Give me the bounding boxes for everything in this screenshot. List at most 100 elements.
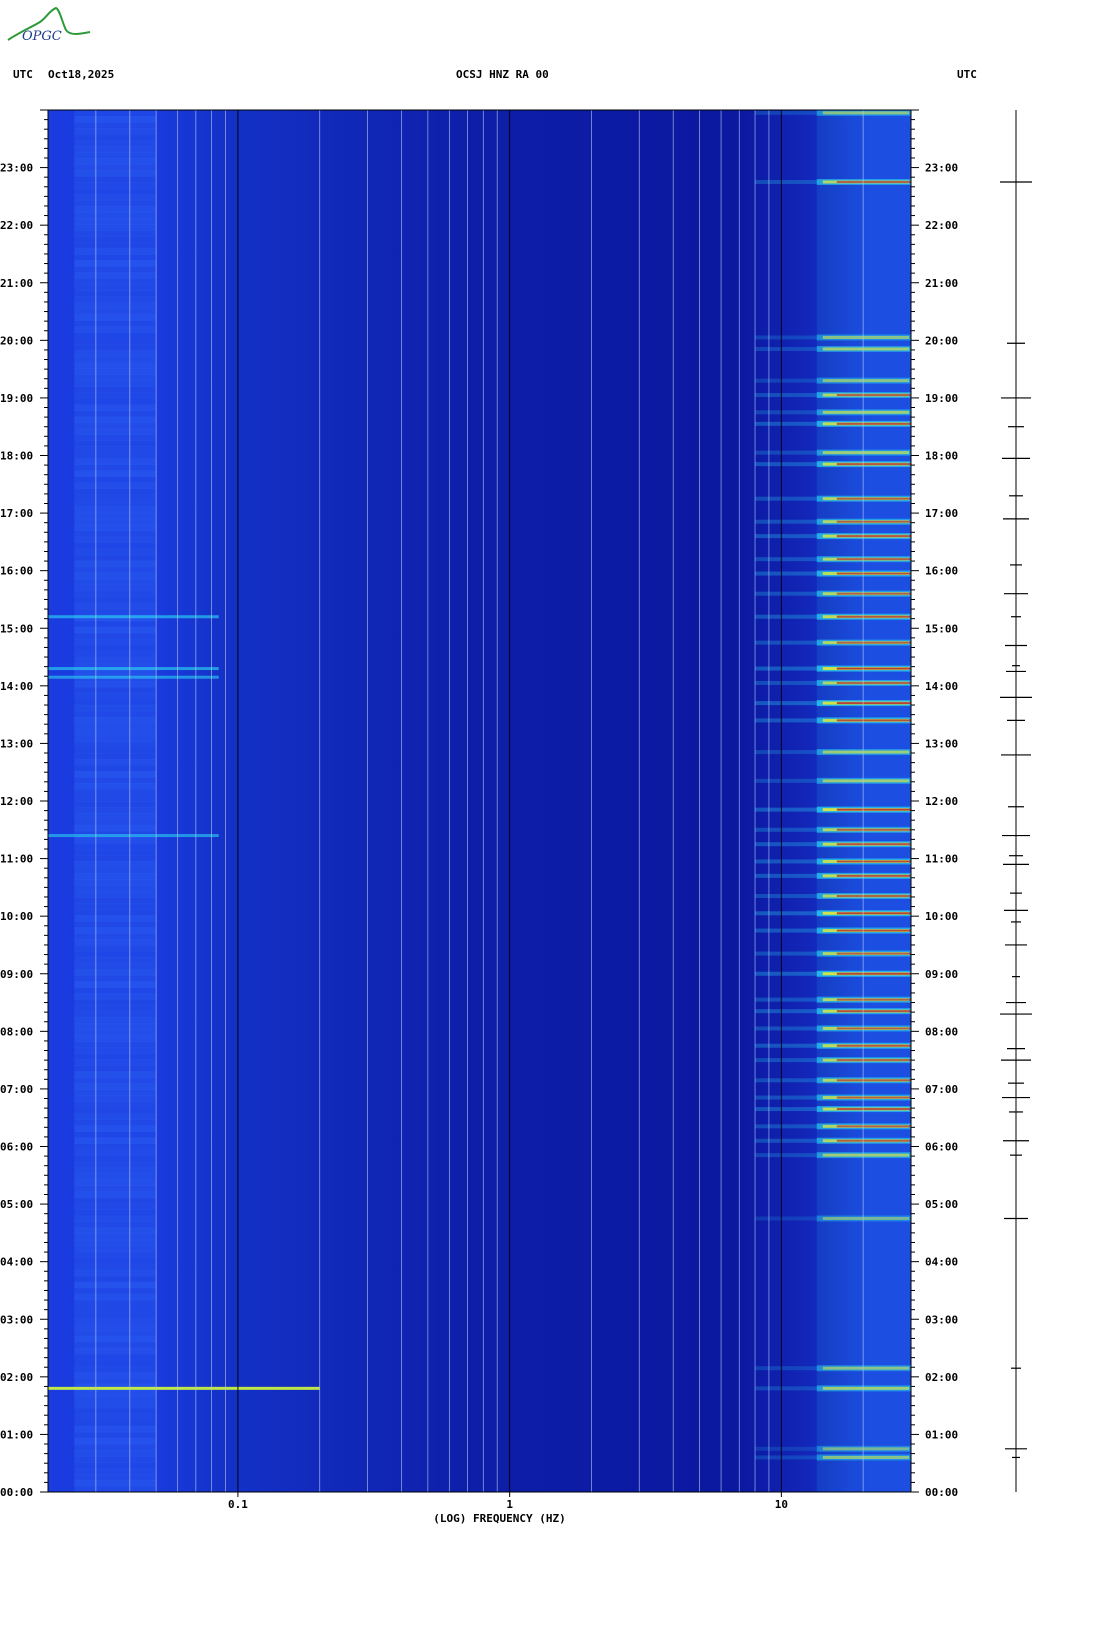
low-band-stripe xyxy=(74,314,157,321)
low-band-stripe xyxy=(74,404,157,411)
spectrogram-background xyxy=(48,110,911,1492)
low-band-stripe xyxy=(74,903,157,910)
low-band-stripe xyxy=(74,891,157,898)
left-time-label: 18:00 xyxy=(0,450,33,463)
right-time-label: 22:00 xyxy=(925,219,958,232)
low-band-stripe xyxy=(74,416,157,423)
left-time-label: 04:00 xyxy=(0,1256,33,1269)
hf-event-peak xyxy=(836,952,911,955)
right-time-label: 10:00 xyxy=(925,910,958,923)
hf-event-peak xyxy=(836,929,911,932)
low-band-stripe xyxy=(74,290,157,297)
low-band-stripe xyxy=(74,1005,157,1012)
low-band-stripe xyxy=(74,1179,157,1187)
hf-event-peak xyxy=(836,1139,911,1142)
low-band-stripe xyxy=(74,1083,157,1090)
low-band-stripe xyxy=(74,819,157,826)
low-band-stripe xyxy=(74,1221,157,1229)
low-band-stripe xyxy=(74,1041,157,1048)
low-band-stripe xyxy=(74,1155,157,1163)
left-timezone-label: UTC xyxy=(13,68,33,81)
low-band-stripe xyxy=(74,134,157,141)
low-band-stripe xyxy=(74,524,157,532)
low-band-stripe xyxy=(74,843,157,850)
hf-event-core xyxy=(822,1447,909,1451)
hf-event-core xyxy=(822,111,909,115)
low-band-stripe xyxy=(74,945,157,952)
low-band-stripe xyxy=(74,1215,157,1223)
low-band-stripe xyxy=(74,620,157,628)
low-band-stripe xyxy=(74,656,157,664)
low-band-stripe xyxy=(74,957,157,964)
low-band-stripe xyxy=(74,1185,157,1193)
low-band-stripe xyxy=(74,452,157,460)
low-band-stripe xyxy=(74,1047,157,1054)
low-band-stripe xyxy=(74,867,157,874)
low-band-stripe xyxy=(74,1227,157,1235)
low-band-stripe xyxy=(74,1293,157,1301)
low-band-stripe xyxy=(74,1311,157,1319)
low-band-stripe xyxy=(74,1389,157,1397)
low-band-stripe xyxy=(74,428,157,435)
low-band-stripe xyxy=(74,1281,157,1289)
low-band-stripe xyxy=(74,206,157,213)
low-band-stripe xyxy=(74,410,157,417)
hf-event-peak xyxy=(836,1027,911,1030)
low-band-stripe xyxy=(74,1377,157,1385)
right-time-label: 03:00 xyxy=(925,1313,958,1326)
low-band-stripe xyxy=(74,602,157,610)
hf-event-peak xyxy=(836,572,911,575)
low-band-stripe xyxy=(74,1149,157,1157)
lf-event xyxy=(48,615,219,619)
hf-event-core xyxy=(822,1216,909,1220)
low-band-stripe xyxy=(74,230,157,237)
low-band-stripe xyxy=(74,584,157,592)
hf-event-core xyxy=(822,750,909,754)
low-band-stripe xyxy=(74,200,157,207)
hf-event-core xyxy=(822,1455,909,1459)
low-band-stripe xyxy=(74,398,157,405)
low-band-stripe xyxy=(74,302,157,309)
hf-event-core xyxy=(822,1366,909,1370)
low-band-stripe xyxy=(74,380,157,387)
low-band-stripe xyxy=(74,266,157,273)
right-time-label: 09:00 xyxy=(925,968,958,981)
low-band-stripe xyxy=(74,1419,157,1427)
low-band-stripe xyxy=(74,1353,157,1361)
low-band-stripe xyxy=(74,728,157,736)
low-band-stripe xyxy=(74,1299,157,1307)
low-band-stripe xyxy=(74,1473,157,1481)
low-band-stripe xyxy=(74,488,157,496)
hf-event-core xyxy=(822,347,909,351)
low-band-stripe xyxy=(74,260,157,267)
low-band-stripe xyxy=(74,969,157,976)
low-band-stripe xyxy=(74,1113,157,1120)
low-band-stripe xyxy=(74,897,157,904)
low-band-stripe xyxy=(74,734,157,742)
right-time-label: 15:00 xyxy=(925,622,958,635)
low-band-stripe xyxy=(74,374,157,381)
low-band-stripe xyxy=(74,915,157,922)
hf-event-peak xyxy=(836,874,911,877)
low-band-stripe xyxy=(74,476,157,484)
low-band-stripe xyxy=(74,242,157,249)
hf-event-peak xyxy=(836,1044,911,1047)
low-band-stripe xyxy=(74,837,157,844)
low-band-stripe xyxy=(74,1359,157,1367)
low-band-stripe xyxy=(74,963,157,970)
high-frequency-events-layer xyxy=(755,109,911,1492)
low-band-stripe xyxy=(74,626,157,634)
hf-event-peak xyxy=(836,592,911,595)
hf-noise-column xyxy=(816,110,911,1492)
low-frequency-band-layer xyxy=(74,110,157,1493)
low-band-stripe xyxy=(74,1401,157,1409)
hf-event-peak xyxy=(836,667,911,670)
low-band-stripe xyxy=(74,470,157,478)
hf-event-peak xyxy=(836,860,911,863)
left-time-label: 09:00 xyxy=(0,968,33,981)
right-time-label: 13:00 xyxy=(925,737,958,750)
left-time-label: 01:00 xyxy=(0,1428,33,1441)
left-time-label: 22:00 xyxy=(0,219,33,232)
hf-event-peak xyxy=(836,719,911,722)
left-time-label: 05:00 xyxy=(0,1198,33,1211)
